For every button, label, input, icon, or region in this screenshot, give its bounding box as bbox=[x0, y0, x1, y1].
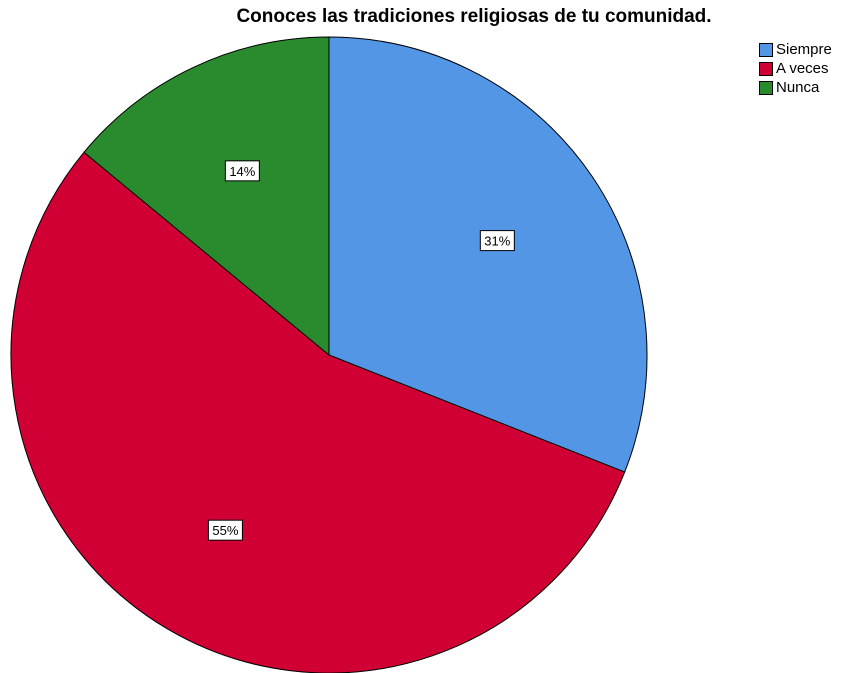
legend-swatch-siempre bbox=[759, 42, 773, 57]
legend-item-nunca: Nunca bbox=[759, 78, 832, 97]
legend-label-siempre: Siempre bbox=[776, 41, 832, 58]
legend-swatch-nunca bbox=[759, 80, 773, 95]
legend: Siempre A veces Nunca bbox=[759, 40, 832, 97]
slice-label-text: 31% bbox=[484, 234, 510, 249]
slice-label-text: 14% bbox=[229, 164, 255, 179]
legend-item-siempre: Siempre bbox=[759, 40, 832, 59]
slice-label-nunca: 14% bbox=[224, 160, 260, 182]
slice-label-siempre: 31% bbox=[479, 230, 515, 252]
slice-label-box bbox=[479, 230, 515, 252]
chart-title: Conoces las tradiciones religiosas de tu… bbox=[236, 6, 712, 27]
slice-label-a-veces: 55% bbox=[207, 519, 243, 541]
slice-label-box bbox=[207, 519, 243, 541]
slice-label-box bbox=[224, 160, 260, 182]
pie-slice-a-veces bbox=[10, 151, 626, 673]
legend-label-a-veces: A veces bbox=[776, 60, 829, 77]
pie-slice-nunca bbox=[83, 36, 330, 357]
pie-slice-siempre bbox=[328, 36, 648, 473]
legend-item-a-veces: A veces bbox=[759, 59, 832, 78]
slice-label-text: 55% bbox=[212, 523, 238, 538]
legend-swatch-a-veces bbox=[759, 61, 773, 76]
legend-label-nunca: Nunca bbox=[776, 79, 820, 96]
